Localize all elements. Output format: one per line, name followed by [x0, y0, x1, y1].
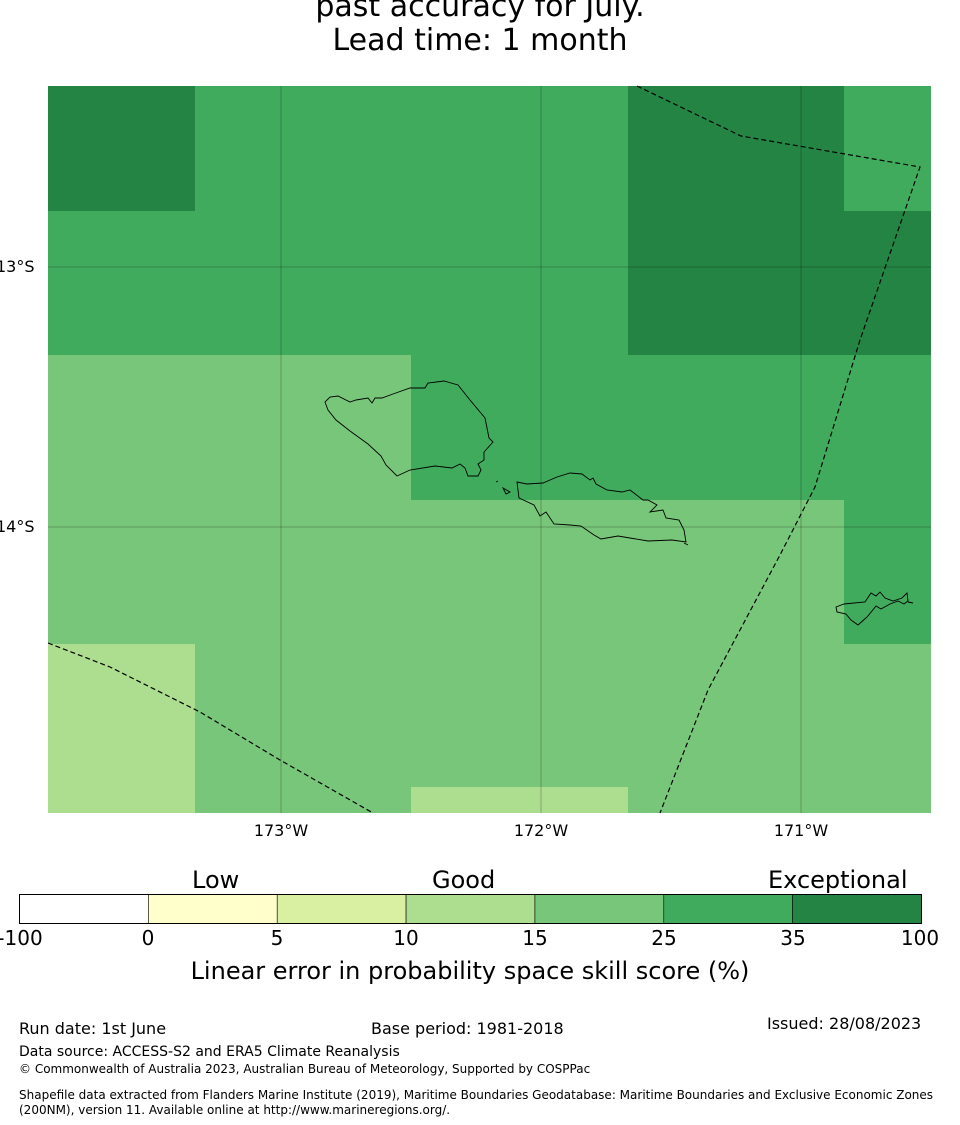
aunuu-islet: [907, 601, 914, 604]
grid-cell: [48, 355, 195, 500]
grid-cell: [628, 211, 844, 355]
skill-grid: [48, 86, 931, 813]
colorbar-tick: 0: [141, 926, 155, 950]
grid-cell: [195, 787, 411, 813]
grid-cell: [48, 787, 195, 813]
grid-cell: [48, 86, 195, 211]
colorbar-tick: 100: [900, 926, 940, 950]
grid-cell: [844, 86, 931, 211]
grid-cell: [628, 787, 844, 813]
longitude-label-173w: 173°W: [253, 821, 309, 840]
grid-cell: [411, 86, 628, 211]
latitude-label-13s: 13°S: [0, 257, 35, 276]
graticule: [48, 86, 931, 813]
longitude-label-172w: 172°W: [513, 821, 569, 840]
colorbar-segment: [405, 894, 536, 924]
grid-cell: [195, 211, 411, 355]
copyright: © Commonwealth of Australia 2023, Austra…: [19, 1062, 591, 1076]
upolu-island: [516, 472, 687, 543]
category-label-good: Good: [432, 866, 496, 894]
grid-cell: [411, 787, 628, 813]
colorbar-tick: 25: [651, 926, 677, 950]
base-period: Base period: 1981-2018: [371, 1019, 564, 1038]
savaii-island: [324, 380, 494, 477]
colorbar-label: Linear error in probability space skill …: [190, 957, 750, 985]
colorbar-segment: [534, 894, 665, 924]
latitude-label-14s: 14°S: [0, 517, 35, 536]
grid-cell: [628, 355, 844, 500]
colorbar-segment: [792, 894, 922, 924]
upolu-tip: [683, 542, 689, 546]
map-title-line-2: Lead time: 1 month: [332, 23, 628, 58]
colorbar-segment: [148, 894, 278, 924]
shapefile-credit-line-2: (200NM), version 11. Available online at…: [19, 1103, 451, 1117]
grid-cell: [628, 644, 844, 787]
category-label-exceptional: Exceptional: [768, 866, 908, 894]
data-source: Data source: ACCESS-S2 and ERA5 Climate …: [19, 1044, 400, 1060]
manono-islet: [501, 486, 511, 495]
grid-cell: [844, 500, 931, 644]
grid-cell: [411, 500, 628, 644]
grid-cell: [844, 211, 931, 355]
colorbar-tick: -100: [0, 926, 43, 950]
grid-cell: [844, 355, 931, 500]
grid-cell: [628, 86, 844, 211]
grid-cell: [48, 500, 195, 644]
grid-cell: [844, 644, 931, 787]
colorbar-tick: 15: [522, 926, 548, 950]
shapefile-credit-line-1: Shapefile data extracted from Flanders M…: [19, 1088, 934, 1102]
grid-cell: [411, 211, 628, 355]
grid-cell: [195, 644, 411, 787]
colorbar-frame: [19, 894, 922, 924]
grid-cell: [48, 644, 195, 787]
tutuila-island: [835, 591, 909, 626]
colorbar-segment: [276, 894, 407, 924]
grid-cell: [48, 211, 195, 355]
run-date: Run date: 1st June: [19, 1019, 167, 1038]
skill-score-map: [47, 85, 931, 814]
colorbar-segment: [19, 894, 149, 924]
colorbar-tick: 5: [270, 926, 284, 950]
category-label-low: Low: [192, 866, 240, 894]
eez-boundary-southwest: [47, 642, 374, 814]
colorbar-segment: [663, 894, 793, 924]
colorbar-tick: 35: [780, 926, 806, 950]
grid-cell: [195, 86, 411, 211]
eez-boundaries: [47, 85, 921, 814]
coastlines: [324, 380, 914, 626]
colorbar-segments: [19, 894, 922, 924]
grid-cell: [628, 500, 844, 644]
longitude-label-171w: 171°W: [773, 821, 829, 840]
colorbar: [19, 894, 922, 924]
grid-cell: [195, 500, 411, 644]
map-title-line-1: past accuracy for July.: [315, 0, 645, 24]
grid-cell: [411, 355, 628, 500]
issued-date: Issued: 28/08/2023: [767, 1014, 922, 1033]
grid-cell: [195, 355, 411, 500]
grid-cell: [844, 787, 931, 813]
colorbar-tick: 10: [393, 926, 419, 950]
eez-boundary-east: [636, 85, 921, 814]
apolima-islet: [495, 480, 499, 483]
grid-cell: [411, 644, 628, 787]
